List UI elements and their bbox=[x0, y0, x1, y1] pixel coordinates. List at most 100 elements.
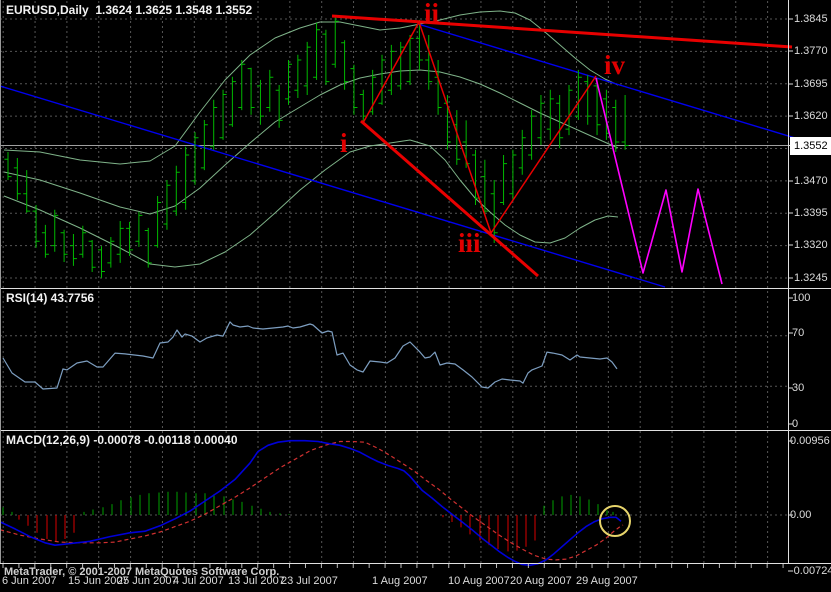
elliott-wave-i: i bbox=[340, 128, 348, 158]
ohlc-bar bbox=[98, 246, 105, 278]
price-tick-label: 1.3470 bbox=[794, 175, 828, 187]
ohlc-bar bbox=[397, 41, 405, 90]
ohlc-bar bbox=[285, 60, 292, 105]
ohlc-bar bbox=[537, 95, 545, 145]
bollinger-lower-band bbox=[3, 139, 619, 268]
ohlc-bar bbox=[378, 54, 386, 105]
ohlc-bar bbox=[453, 110, 461, 165]
price-tick-label: 1.3320 bbox=[794, 239, 828, 251]
ohlc-bar bbox=[369, 69, 377, 115]
candlestick-series bbox=[4, 16, 629, 278]
ohlc-bar bbox=[51, 209, 59, 252]
ohlc-bar bbox=[509, 149, 517, 200]
ohlc-bar bbox=[13, 158, 21, 200]
ohlc-bar bbox=[518, 129, 526, 175]
ohlc-bar bbox=[546, 89, 554, 140]
ohlc-bar bbox=[556, 95, 564, 149]
rsi-tick-label: 30 bbox=[792, 382, 805, 394]
ohlc-bar bbox=[191, 132, 199, 185]
ohlc-bar bbox=[126, 221, 134, 256]
rsi-tick-label: 70 bbox=[792, 327, 805, 339]
projection-zigzag bbox=[595, 77, 723, 285]
date-label: 29 Aug 2007 bbox=[576, 575, 638, 587]
ohlc-bar bbox=[116, 221, 124, 263]
ohlc-bar bbox=[247, 67, 255, 115]
ohlc-bar bbox=[4, 152, 12, 180]
ohlc-bar bbox=[228, 76, 236, 127]
ohlc-bar bbox=[60, 229, 68, 262]
price-tick-label: 1.3620 bbox=[794, 110, 828, 122]
ohlc-bar bbox=[574, 69, 582, 120]
ohlc-bar bbox=[612, 99, 620, 152]
current-price-marker: 1.3552 bbox=[790, 137, 831, 155]
ohlc-bar bbox=[275, 85, 283, 128]
date-label: 15 Jun 2007 bbox=[68, 575, 129, 587]
ohlc-bar bbox=[387, 44, 395, 95]
date-label: 20 Aug 2007 bbox=[510, 575, 572, 587]
ohlc-bar bbox=[154, 196, 162, 248]
ohlc-bar bbox=[294, 54, 302, 98]
macd-tick-label: 0.00956 bbox=[790, 435, 830, 447]
ohlc-bar bbox=[210, 99, 218, 150]
bollinger-middle-band bbox=[3, 69, 619, 215]
ohlc-bar bbox=[144, 227, 152, 268]
ohlc-bar bbox=[172, 165, 180, 216]
ohlc-bar bbox=[69, 234, 77, 266]
price-tick-label: 1.3245 bbox=[794, 272, 828, 284]
trendline-channel-blue-steep bbox=[0, 85, 666, 288]
ohlc-bar bbox=[23, 170, 31, 213]
macd-main-line bbox=[0, 439, 622, 567]
price-tick-label: 1.3395 bbox=[794, 207, 828, 219]
price-tick-label: 1.3845 bbox=[794, 13, 828, 25]
ohlc-bar bbox=[107, 237, 115, 268]
ohlc-bar bbox=[415, 19, 423, 70]
ohlc-bar bbox=[88, 240, 96, 272]
ohlc-bar bbox=[163, 180, 171, 230]
ohlc-bar bbox=[621, 95, 629, 150]
date-label: 23 Jul 2007 bbox=[281, 575, 338, 587]
ohlc-bar bbox=[481, 159, 489, 215]
ohlc-bar bbox=[41, 224, 49, 258]
rsi-line bbox=[2, 321, 618, 390]
ohlc-bar bbox=[565, 85, 573, 136]
ohlc-bar bbox=[32, 205, 40, 248]
ohlc-bar bbox=[322, 29, 330, 85]
ohlc-bar bbox=[256, 79, 264, 125]
trendline-channel-blue-shallow bbox=[417, 23, 829, 149]
ohlc-bar bbox=[584, 75, 592, 125]
date-label: 4 Jul 2007 bbox=[173, 575, 224, 587]
macd-tick-label: 0.00 bbox=[790, 509, 812, 521]
trendline-wave-i-iii-line bbox=[360, 119, 539, 278]
chart-title: EURUSD,Daily 1.3624 1.3625 1.3548 1.3552 bbox=[6, 3, 253, 17]
price-tick-label: 1.3770 bbox=[794, 45, 828, 57]
ohlc-bar bbox=[303, 41, 311, 95]
copyright-text: MetaTrader, © 2001-2007 MetaQuotes Softw… bbox=[4, 566, 280, 578]
macd-indicator-label: MACD(12,26,9) -0.00078 -0.00118 0.00040 bbox=[6, 433, 238, 447]
ohlc-bar bbox=[238, 60, 246, 111]
rsi-tick-label: 100 bbox=[792, 292, 811, 304]
ohlc-bar bbox=[490, 180, 498, 243]
ohlc-bar bbox=[341, 40, 349, 90]
bollinger-upper-band bbox=[3, 10, 619, 165]
ohlc-bar bbox=[593, 78, 601, 136]
ohlc-bar bbox=[135, 212, 143, 247]
trendline-upper-resistance bbox=[331, 14, 793, 49]
ohlc-bar bbox=[219, 89, 227, 140]
ohlc-bar bbox=[266, 69, 274, 112]
ohlc-bar bbox=[79, 225, 87, 258]
date-label: 10 Aug 2007 bbox=[448, 575, 510, 587]
ohlc-bar bbox=[200, 120, 208, 171]
macd-signal-line bbox=[0, 440, 624, 561]
price-tick-label: 1.3695 bbox=[794, 78, 828, 90]
ohlc-bar bbox=[528, 110, 536, 160]
rsi-tick-label: 0 bbox=[792, 418, 799, 430]
ohlc-bar bbox=[182, 146, 190, 210]
elliott-wave-ii: ii bbox=[424, 0, 440, 28]
elliott-wave-iii: iii bbox=[458, 228, 481, 258]
elliott-wave-iv: iv bbox=[604, 50, 626, 80]
ohlc-bar bbox=[425, 35, 433, 90]
highlight-circle bbox=[599, 505, 631, 537]
date-label: 25 Jun 2007 bbox=[117, 575, 178, 587]
